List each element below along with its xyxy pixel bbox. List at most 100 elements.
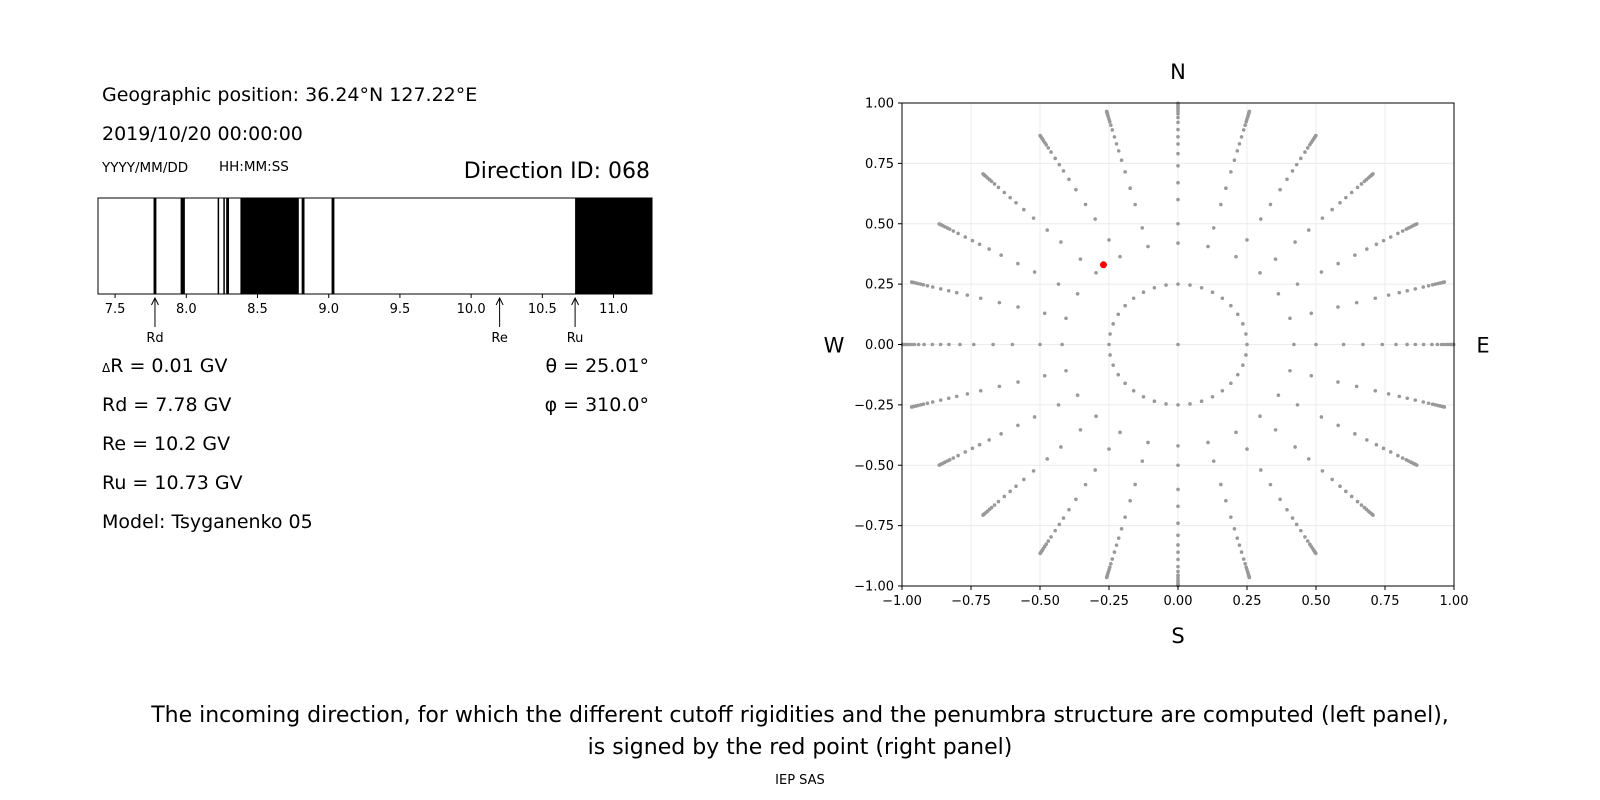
direction-point xyxy=(1338,484,1342,489)
direction-point xyxy=(1016,305,1020,309)
x-tick-label: 0.75 xyxy=(1371,594,1400,609)
direction-point xyxy=(925,283,930,288)
direction-point xyxy=(1176,197,1180,202)
direction-point xyxy=(1299,528,1303,533)
direction-point xyxy=(1107,238,1111,242)
direction-point xyxy=(1239,550,1244,554)
direction-point xyxy=(963,235,968,239)
direction-point xyxy=(1210,290,1215,295)
direction-point xyxy=(1413,287,1418,291)
direction-point xyxy=(1152,285,1157,290)
direction-point xyxy=(1241,557,1246,561)
direction-point xyxy=(1060,342,1064,347)
selected-direction-point xyxy=(1099,261,1107,269)
direction-point xyxy=(1176,463,1180,468)
direction-point xyxy=(1314,133,1318,138)
x-tick-label: −1.00 xyxy=(882,594,922,609)
compass-west: W xyxy=(824,334,845,358)
marker-arrow-head xyxy=(151,296,159,306)
direction-point xyxy=(1306,228,1311,232)
direction-point xyxy=(1164,283,1168,287)
direction-point xyxy=(978,388,983,393)
compass-east: E xyxy=(1476,334,1489,358)
direction-point xyxy=(992,503,997,507)
direction-point xyxy=(1042,311,1047,316)
penumbra-tick-label: 7.5 xyxy=(105,302,126,317)
direction-point xyxy=(1128,498,1132,503)
direction-point xyxy=(1353,432,1357,436)
direction-point xyxy=(1032,415,1037,419)
direction-point xyxy=(1211,459,1216,463)
direction-point xyxy=(1049,150,1053,154)
direction-point xyxy=(1353,253,1357,257)
direction-point xyxy=(1278,497,1282,502)
direction-point xyxy=(1344,195,1348,200)
direction-point xyxy=(1303,150,1307,154)
direction-point xyxy=(1008,195,1012,200)
direction-point xyxy=(1002,494,1007,499)
direction-point xyxy=(1374,442,1379,447)
direction-point xyxy=(1359,182,1364,186)
direction-point xyxy=(1294,522,1299,527)
direction-point xyxy=(1354,384,1359,389)
direction-point xyxy=(1361,342,1365,347)
direction-point xyxy=(999,253,1003,257)
direction-point xyxy=(1014,484,1018,489)
direction-point xyxy=(1133,202,1137,207)
direction-point xyxy=(954,394,959,399)
direction-point xyxy=(1176,135,1180,139)
direction-point xyxy=(1176,115,1180,120)
direction-point xyxy=(1046,146,1051,150)
direction-point xyxy=(977,242,982,247)
direction-point xyxy=(1386,392,1391,396)
y-tick-label: −1.00 xyxy=(854,580,894,595)
penumbra-tick-label: 8.5 xyxy=(247,302,268,317)
direction-point xyxy=(956,231,960,236)
direction-point xyxy=(1014,200,1018,205)
direction-point xyxy=(1220,388,1225,393)
direction-point xyxy=(1016,423,1020,428)
direction-point xyxy=(1199,285,1204,290)
direction-point xyxy=(1290,516,1295,520)
direction-point xyxy=(1133,482,1137,487)
direction-point xyxy=(1338,200,1342,205)
direction-point xyxy=(1290,169,1295,173)
direction-point xyxy=(1131,388,1136,393)
direction-point xyxy=(1176,342,1180,347)
direction-point xyxy=(951,229,956,233)
direction-point xyxy=(922,342,926,347)
delta-symbol: Δ xyxy=(102,361,111,375)
direction-point xyxy=(1293,445,1297,449)
direction-point xyxy=(1405,396,1410,401)
direction-point xyxy=(1016,261,1020,266)
marker-label-re: Re xyxy=(491,331,507,346)
direction-point xyxy=(1114,543,1119,547)
direction-point xyxy=(1123,381,1127,386)
direction-point xyxy=(1053,528,1057,533)
direction-point xyxy=(981,513,985,517)
direction-point xyxy=(916,342,921,347)
direction-point xyxy=(1234,430,1238,435)
direction-point xyxy=(1268,202,1273,207)
direction-point xyxy=(1373,388,1378,393)
penumbra-band xyxy=(226,198,230,294)
y-tick-label: 0.25 xyxy=(865,278,894,293)
direction-point xyxy=(1305,539,1310,543)
direction-point xyxy=(977,442,982,447)
direction-point xyxy=(1045,228,1050,232)
direction-point xyxy=(951,456,956,460)
direction-point xyxy=(997,384,1002,389)
direction-point xyxy=(1219,482,1223,487)
marker-arrow-head xyxy=(495,296,504,306)
direction-point xyxy=(1108,353,1112,357)
direction-point xyxy=(1268,482,1273,487)
direction-point xyxy=(991,342,995,347)
direction-point xyxy=(1405,342,1409,347)
direction-point xyxy=(1164,402,1168,406)
penumbra-band xyxy=(240,198,299,294)
direction-point xyxy=(1094,414,1098,419)
direction-point xyxy=(1413,398,1418,402)
direction-point xyxy=(1083,202,1088,207)
direction-point xyxy=(1141,394,1146,399)
